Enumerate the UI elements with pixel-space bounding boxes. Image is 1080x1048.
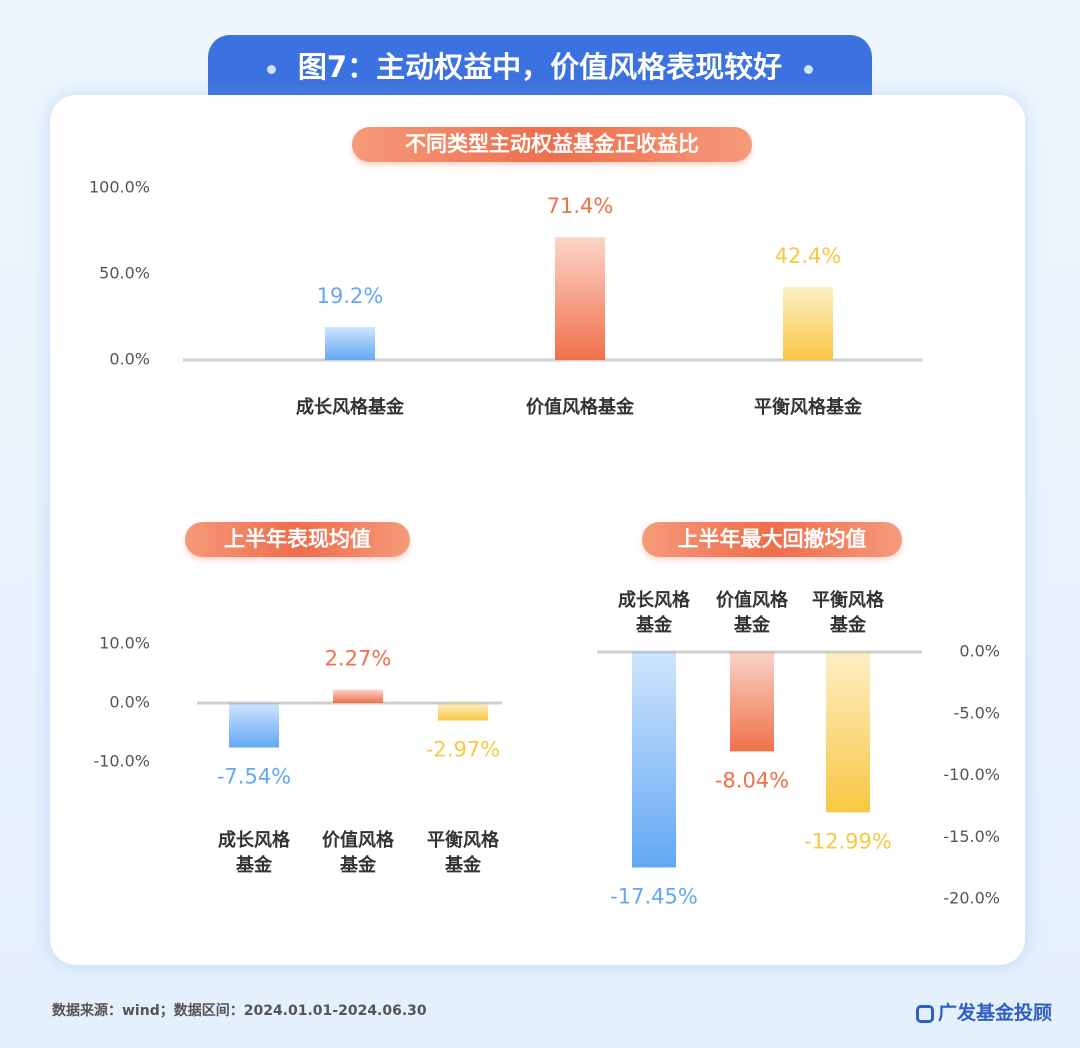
- y-tick-label: 0.0%: [109, 693, 150, 712]
- chart-title: 不同类型主动权益基金正收益比: [352, 127, 752, 162]
- header-title: 图7：主动权益中，价值风格表现较好: [297, 50, 783, 84]
- value-label: -17.45%: [610, 885, 698, 909]
- y-tick-label: 50.0%: [99, 264, 150, 283]
- value-label: 2.27%: [325, 647, 392, 671]
- category-label: 价值风格基金: [322, 830, 394, 876]
- y-tick-label: 10.0%: [99, 634, 150, 653]
- bar: [438, 703, 488, 721]
- y-tick-label: -10.0%: [943, 765, 1000, 784]
- value-label: 19.2%: [317, 284, 384, 308]
- y-tick-label: -15.0%: [943, 827, 1000, 846]
- bar: [826, 652, 870, 813]
- chart-title: 上半年表现均值: [185, 522, 410, 557]
- value-label: -2.97%: [426, 738, 500, 762]
- category-label: 成长风格基金: [618, 590, 690, 636]
- value-label: 42.4%: [775, 244, 842, 268]
- y-tick-label: 0.0%: [109, 350, 150, 369]
- bar: [632, 652, 676, 868]
- category-label: 平衡风格基金: [427, 830, 499, 876]
- y-tick-label: -20.0%: [943, 889, 1000, 908]
- chart-title: 上半年最大回撤均值: [642, 522, 902, 557]
- source-note: 数据来源：wind；数据区间：2024.01.01-2024.06.30: [52, 1003, 427, 1019]
- bar: [783, 287, 833, 360]
- bar: [333, 689, 383, 703]
- bar: [325, 326, 375, 360]
- header: 图7：主动权益中，价值风格表现较好: [208, 35, 872, 97]
- category-label: 成长风格基金: [218, 830, 290, 876]
- value-label: -8.04%: [715, 768, 789, 792]
- y-tick-label: 0.0%: [959, 642, 1000, 661]
- value-label: 71.4%: [547, 194, 614, 218]
- bar: [730, 652, 774, 752]
- value-label: -12.99%: [804, 829, 892, 853]
- brand: 广发基金投顾: [915, 998, 1052, 1025]
- y-tick-label: -5.0%: [954, 703, 1000, 722]
- y-tick-label: 100.0%: [89, 178, 150, 197]
- category-label: 成长风格基金: [296, 397, 404, 418]
- category-label: 价值风格基金: [526, 397, 634, 418]
- category-label: 价值风格基金: [716, 590, 788, 636]
- brand-name: 广发基金投顾: [937, 1002, 1052, 1024]
- category-label: 平衡风格基金: [754, 397, 862, 418]
- value-label: -7.54%: [217, 764, 291, 788]
- category-label: 平衡风格基金: [812, 590, 884, 636]
- bar: [229, 703, 279, 748]
- y-tick-label: -10.0%: [93, 752, 150, 771]
- bar: [555, 237, 605, 360]
